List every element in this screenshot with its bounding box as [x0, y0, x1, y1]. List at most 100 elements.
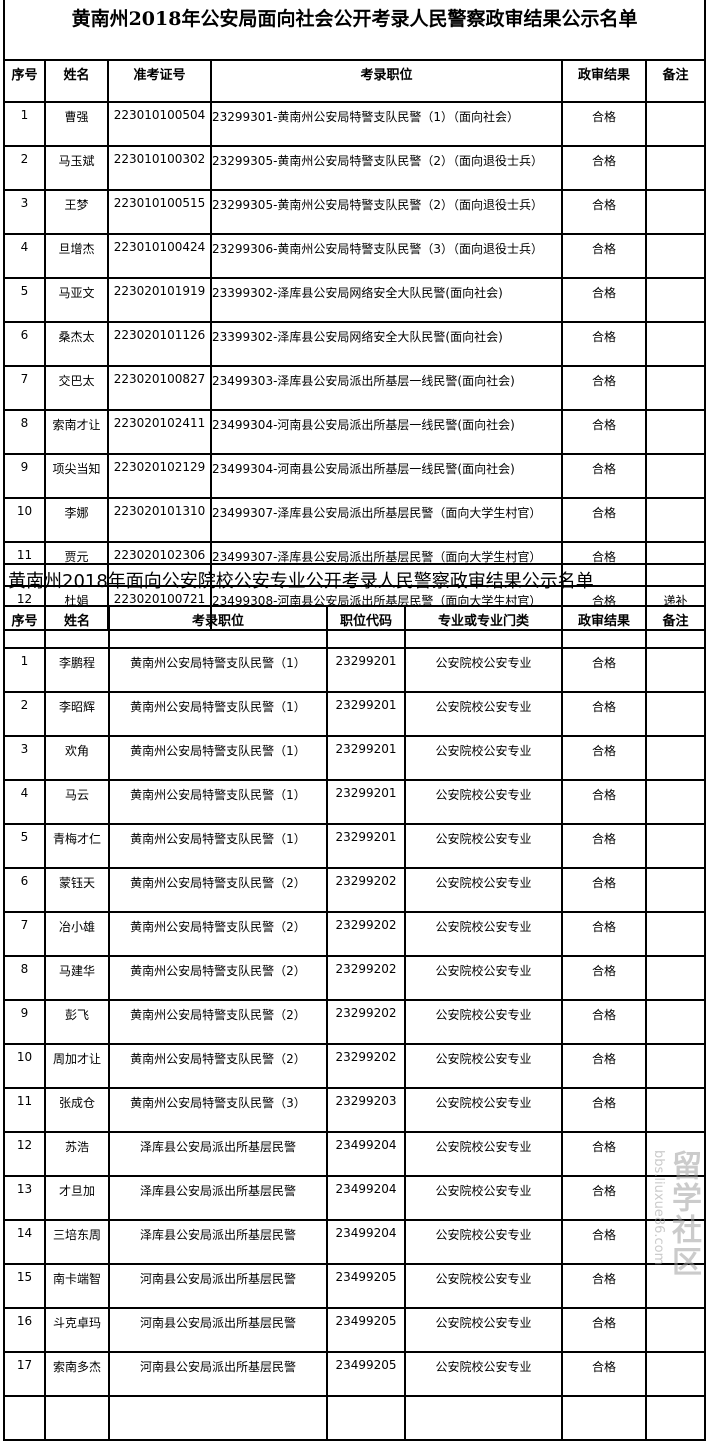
table-cell: 冶小雄: [44, 911, 110, 957]
table-cell: 6: [3, 867, 46, 913]
table-cell: 23499204: [326, 1131, 406, 1177]
table-cell: 23299301-黄南州公安局特警支队民警（1）（面向社会）: [210, 101, 563, 147]
table-cell: 1: [3, 647, 46, 693]
table-cell: 9: [3, 999, 46, 1045]
table-cell: [644, 647, 707, 693]
table-cell: 合格: [561, 691, 647, 737]
table-cell: 黄南州公安局特警支队民警（3）: [108, 1087, 328, 1133]
table-cell: 黄南州公安局特警支队民警（2）: [108, 955, 328, 1001]
table-row: 12 苏浩 泽库县公安局派出所基层民警 23499204 公安院校公安专业 合格: [3, 1131, 707, 1177]
table-cell: 黄南州公安局特警支队民警（1）: [108, 735, 328, 781]
table-cell: 23499205: [326, 1351, 406, 1397]
table-cell: 河南县公安局派出所基层民警: [108, 1307, 328, 1353]
table-cell: 5: [3, 823, 46, 869]
table-cell: 合格: [561, 1131, 647, 1177]
table-cell: 8: [3, 955, 46, 1001]
table-cell: 合格: [561, 321, 647, 367]
table-cell: [644, 101, 707, 147]
table-cell: 合格: [561, 823, 647, 869]
table-cell: 李鹏程: [44, 647, 110, 693]
table-cell: 黄南州公安局特警支队民警（2）: [108, 867, 328, 913]
table-cell: 合格: [561, 867, 647, 913]
table-cell: 公安院校公安专业: [404, 823, 563, 869]
table-cell: 蒙钰天: [44, 867, 110, 913]
table-cell: [644, 1219, 707, 1265]
table-cell: 曹强: [44, 101, 109, 147]
table-cell: 合格: [561, 497, 647, 543]
table-cell: 斗克卓玛: [44, 1307, 110, 1353]
column-header: 序号: [3, 59, 46, 103]
table-row: 10 李娜 223020101310 23499307-泽库县公安局派出所基层民警（面…: [3, 497, 707, 543]
table-cell: 15: [3, 1263, 46, 1309]
table-row: [3, 1395, 707, 1441]
table-cell: 王梦: [44, 189, 109, 235]
table-cell: [644, 823, 707, 869]
table-cell: [644, 1043, 707, 1089]
table-row: 3 王梦 223010100515 23299305-黄南州公安局特警支队民警（2）（…: [3, 189, 707, 235]
column-header: 准考证号: [107, 59, 212, 103]
table-cell: 5: [3, 277, 46, 323]
table-cell: 223020100827: [107, 365, 212, 411]
table-row: 7 冶小雄 黄南州公安局特警支队民警（2） 23299202 公安院校公安专业 合格: [3, 911, 707, 957]
table-cell: 11: [3, 1087, 46, 1133]
table-cell: [644, 453, 707, 499]
table-cell: 索南多杰: [44, 1351, 110, 1397]
column-header: 备注: [644, 605, 707, 649]
table-cell: [644, 735, 707, 781]
table-row: 9 彭飞 黄南州公安局特警支队民警（2） 23299202 公安院校公安专业 合格: [3, 999, 707, 1045]
table-cell: 23299202: [326, 1043, 406, 1089]
table-cell: 合格: [561, 735, 647, 781]
table-cell: 黄南州公安局特警支队民警（1）: [108, 779, 328, 825]
column-header: 姓名: [44, 59, 109, 103]
table-cell: 旦增杰: [44, 233, 109, 279]
table-cell: 公安院校公安专业: [404, 1087, 563, 1133]
table-cell: 桑杰太: [44, 321, 109, 367]
table-row: 10 周加才让 黄南州公安局特警支队民警（2） 23299202 公安院校公安专业 合格: [3, 1043, 707, 1089]
table-cell: 23299202: [326, 911, 406, 957]
table-cell: 公安院校公安专业: [404, 1307, 563, 1353]
column-header: 考录职位: [108, 605, 328, 649]
table-cell: 合格: [561, 779, 647, 825]
table-cell: [644, 321, 707, 367]
table-cell: [644, 1395, 707, 1441]
table-cell: 8: [3, 409, 46, 455]
table-row: 2 马玉斌 223010100302 23299305-黄南州公安局特警支队民警（2）…: [3, 145, 707, 191]
table-cell: 公安院校公安专业: [404, 867, 563, 913]
table-cell: 23299201: [326, 735, 406, 781]
table-cell: 公安院校公安专业: [404, 735, 563, 781]
table-cell: [644, 145, 707, 191]
table-cell: 合格: [561, 189, 647, 235]
table-cell: 12: [3, 1131, 46, 1177]
column-header: 姓名: [44, 605, 110, 649]
table-cell: 10: [3, 497, 46, 543]
table-cell: 4: [3, 779, 46, 825]
police-recruitment-result-table-academy: 黄南州2018年面向公安院校公安专业公开考录人民警察政审结果公示名单 序号 姓名考…: [2, 563, 707, 1441]
table-row: 1 曹强 223010100504 23299301-黄南州公安局特警支队民警（1）（…: [3, 101, 707, 147]
table-cell: [644, 409, 707, 455]
table-cell: 223020101919: [107, 277, 212, 323]
table-cell: 公安院校公安专业: [404, 647, 563, 693]
table-cell: [644, 911, 707, 957]
table-cell: 4: [3, 233, 46, 279]
table-row: 16 斗克卓玛 河南县公安局派出所基层民警 23499205 公安院校公安专业 合格: [3, 1307, 707, 1353]
table-cell: 黄南州公安局特警支队民警（1）: [108, 823, 328, 869]
table-cell: 223020102129: [107, 453, 212, 499]
table-cell: 2: [3, 691, 46, 737]
table-cell: 黄南州公安局特警支队民警（1）: [108, 647, 328, 693]
table-cell: 公安院校公安专业: [404, 779, 563, 825]
table-cell: 合格: [561, 1175, 647, 1221]
table-cell: 合格: [561, 233, 647, 279]
table-cell: 马建华: [44, 955, 110, 1001]
table-cell: [326, 1395, 406, 1441]
table-cell: 23499204: [326, 1175, 406, 1221]
table-cell: 索南才让: [44, 409, 109, 455]
table-cell: 23499304-河南县公安局派出所基层一线民警(面向社会): [210, 409, 563, 455]
table-cell: 彭飞: [44, 999, 110, 1045]
table-cell: 合格: [561, 277, 647, 323]
table-cell: 合格: [561, 1087, 647, 1133]
table-cell: [644, 1131, 707, 1177]
table-row: 13 才旦加 泽库县公安局派出所基层民警 23499204 公安院校公安专业 合格: [3, 1175, 707, 1221]
table-cell: [644, 955, 707, 1001]
table-cell: 公安院校公安专业: [404, 1175, 563, 1221]
table-cell: [644, 779, 707, 825]
